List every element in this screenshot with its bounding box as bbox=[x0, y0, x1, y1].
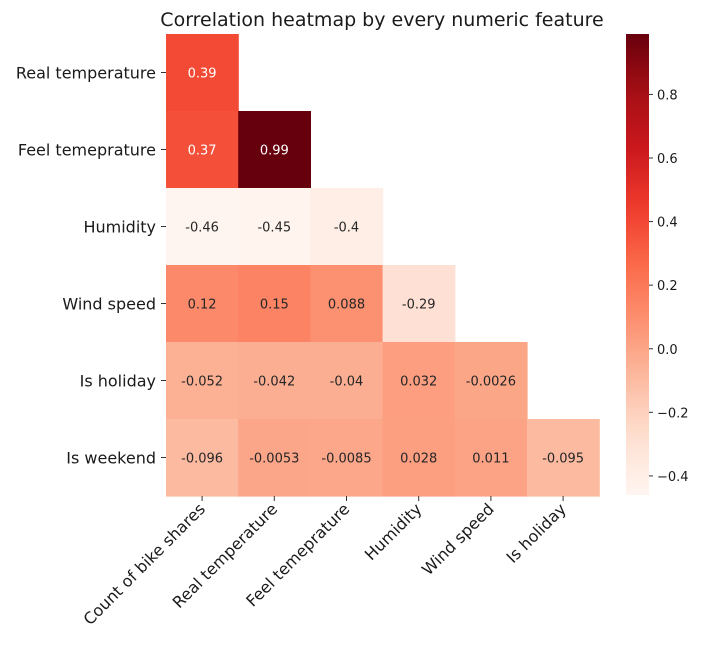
cell-value-label: 0.12 bbox=[188, 298, 217, 313]
cell-value-label: 0.028 bbox=[400, 452, 437, 467]
cell-value-label: -0.29 bbox=[402, 298, 436, 313]
cell-value-label: -0.096 bbox=[181, 452, 223, 467]
cell-value-label: 0.032 bbox=[400, 375, 437, 390]
column-label: Humidity bbox=[361, 499, 426, 564]
heatmap-cell bbox=[166, 111, 239, 189]
colorbar-tick-label: 0.8 bbox=[657, 88, 678, 103]
cell-value-label: -0.46 bbox=[185, 221, 219, 236]
colorbar bbox=[626, 34, 649, 495]
cell-value-label: 0.15 bbox=[260, 298, 289, 313]
row-label: Feel temeprature bbox=[18, 141, 156, 160]
column-label: Wind speed bbox=[418, 499, 498, 579]
cell-value-label: 0.088 bbox=[328, 298, 365, 313]
heatmap-cell bbox=[166, 188, 239, 266]
cell-value-label: 0.011 bbox=[472, 452, 509, 467]
heatmap-cell bbox=[166, 34, 239, 112]
colorbar-tick-label: −0.4 bbox=[657, 470, 689, 485]
heatmap-cell bbox=[166, 342, 239, 420]
colorbar-tick-label: 0.6 bbox=[657, 152, 678, 167]
cell-value-label: -0.4 bbox=[334, 221, 359, 236]
heatmap-cell bbox=[310, 342, 384, 420]
cell-value-label: -0.0026 bbox=[466, 375, 516, 390]
heatmap-cell bbox=[382, 265, 456, 343]
heatmap-cell bbox=[238, 419, 311, 497]
heatmap-cell bbox=[238, 188, 311, 266]
colorbar-tick-label: −0.2 bbox=[657, 406, 689, 421]
row-label: Wind speed bbox=[62, 295, 156, 314]
heatmap-cell bbox=[382, 419, 456, 497]
heatmap-cell bbox=[527, 419, 600, 497]
cell-value-label: -0.04 bbox=[330, 375, 364, 390]
cell-value-label: 0.39 bbox=[188, 67, 217, 82]
cell-value-label: -0.052 bbox=[181, 375, 223, 390]
heatmap-cell bbox=[310, 188, 384, 266]
cell-value-label: -0.042 bbox=[253, 375, 295, 390]
heatmap-cell bbox=[238, 111, 311, 189]
cell-value-label: -0.0053 bbox=[249, 452, 299, 467]
row-label: Is holiday bbox=[80, 372, 156, 391]
heatmap-cell bbox=[310, 419, 384, 497]
column-label: Count of bike shares bbox=[80, 499, 209, 628]
chart-title: Correlation heatmap by every numeric fea… bbox=[160, 9, 603, 31]
column-label: Is holiday bbox=[502, 499, 569, 566]
heatmap-cell bbox=[454, 419, 528, 497]
colorbar-tick-label: 0.0 bbox=[657, 343, 678, 358]
heatmap-cell bbox=[454, 342, 528, 420]
colorbar-tick-label: 0.4 bbox=[657, 216, 678, 231]
cell-value-label: 0.37 bbox=[188, 144, 217, 159]
cell-value-label: -0.0085 bbox=[321, 452, 371, 467]
heatmap-cell bbox=[310, 265, 384, 343]
row-label: Humidity bbox=[83, 218, 156, 237]
row-label: Real temperature bbox=[16, 64, 156, 83]
heatmap-cell bbox=[382, 342, 456, 420]
heatmap-cell bbox=[166, 265, 239, 343]
heatmap-cell bbox=[238, 265, 311, 343]
cell-value-label: -0.095 bbox=[542, 452, 584, 467]
colorbar-tick-label: 0.2 bbox=[657, 279, 678, 294]
heatmap-cells: 0.39 0.37 0.99 -0.46 -0.45 -0.4 0.12 0.15 0.088 -… bbox=[166, 34, 600, 497]
colorbar-ticks: −0.4 −0.2 0.0 0.2 0.4 0.6 0.8 bbox=[649, 88, 689, 485]
cell-value-label: 0.99 bbox=[260, 144, 289, 159]
cell-value-label: -0.45 bbox=[257, 221, 291, 236]
heatmap-cell bbox=[166, 419, 239, 497]
row-labels: Real temperature Feel temeprature Humidity… bbox=[16, 64, 166, 468]
heatmap-cell bbox=[238, 342, 311, 420]
row-label: Is weekend bbox=[66, 449, 156, 468]
